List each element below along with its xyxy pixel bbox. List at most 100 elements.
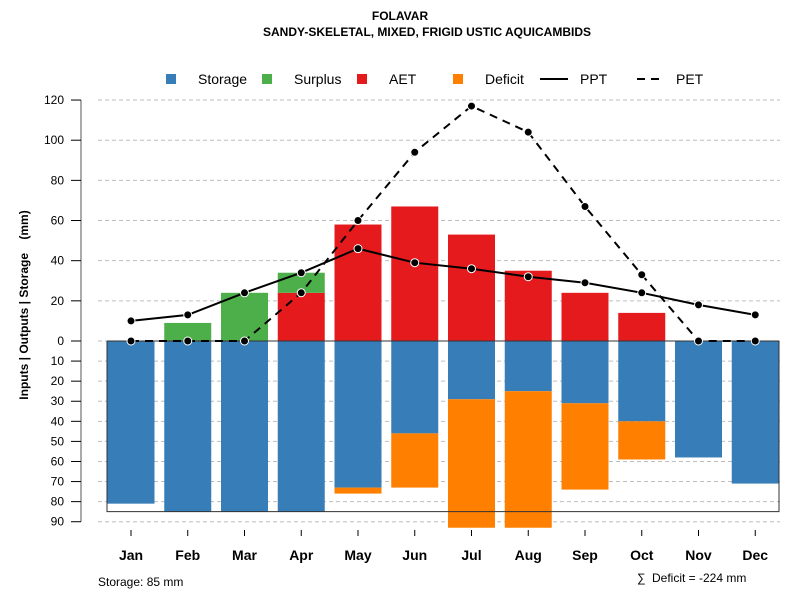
y-tick-label: 0 <box>57 334 64 348</box>
storage-bar <box>107 341 155 504</box>
pet-point <box>750 336 760 346</box>
x-tick-label: Jan <box>119 547 143 563</box>
y-tick-label: 50 <box>51 434 65 448</box>
storage-bar <box>164 341 212 512</box>
y-tick-label: 70 <box>51 475 65 489</box>
y-tick-label: 100 <box>44 133 64 147</box>
aet-bar <box>334 224 382 341</box>
storage-bar <box>448 341 495 400</box>
aet-bar <box>504 270 552 341</box>
ppt-point <box>750 310 760 320</box>
pet-point <box>353 216 363 226</box>
storage-note: Storage: 85 mm <box>98 575 183 589</box>
storage-capacity-box <box>106 341 780 513</box>
pet-point <box>296 288 306 298</box>
aet-bar <box>561 292 609 341</box>
aet-bar <box>448 234 495 341</box>
legend-aet-label: AET <box>389 71 417 87</box>
pet-point <box>183 336 193 346</box>
x-tick-label: Jun <box>402 547 427 563</box>
pet-point <box>467 101 476 111</box>
y-tick-label: 40 <box>51 254 65 268</box>
x-tick-label: Dec <box>742 547 768 563</box>
legend-storage-swatch <box>166 74 176 84</box>
legend-aet-swatch <box>357 74 367 84</box>
deficit-bar <box>504 391 552 528</box>
pet-point <box>523 127 533 137</box>
ppt-point <box>467 264 476 274</box>
ppt-point <box>296 268 306 278</box>
aet-bar <box>391 206 439 341</box>
legend-storage-label: Storage <box>198 71 247 87</box>
y-tick-label: 80 <box>51 173 65 187</box>
storage-bar <box>391 341 439 434</box>
gridlines <box>98 99 780 523</box>
storage-bar <box>504 341 552 392</box>
surplus-bar <box>221 292 268 341</box>
storage-bar <box>675 341 722 458</box>
x-tick-label: Jul <box>461 547 481 563</box>
legend-surplus-label: Surplus <box>294 71 341 87</box>
ppt-point <box>637 288 647 298</box>
x-axis: Jan Feb Mar Apr May Jun Jul Aug Sep Oct Nov Dec <box>119 530 768 563</box>
storage-bar <box>334 341 382 488</box>
pet-point <box>240 336 249 346</box>
pet-point <box>410 147 420 157</box>
legend-surplus-swatch <box>262 74 272 84</box>
deficit-bar <box>391 433 439 488</box>
legend: Storage Surplus AET Deficit PPT PET <box>166 71 704 87</box>
y-tick-label: 80 <box>51 495 65 509</box>
ppt-point <box>410 258 420 268</box>
ppt-point <box>183 310 193 320</box>
pet-line <box>131 104 756 342</box>
x-tick-label: Oct <box>630 547 654 563</box>
legend-ppt-label: PPT <box>580 71 608 87</box>
ppt-point <box>523 272 533 282</box>
deficit-bar <box>561 403 609 490</box>
aet-bar <box>618 312 666 341</box>
y-tick-label: 90 <box>51 515 65 529</box>
y-tick-label: 60 <box>51 214 65 228</box>
x-tick-label: Aug <box>515 547 542 563</box>
deficit-bar <box>334 487 382 494</box>
ppt-point <box>580 278 590 288</box>
x-tick-label: May <box>344 547 371 563</box>
pet-point <box>580 201 590 211</box>
ppt-line <box>130 247 756 322</box>
y-tick-label: 30 <box>51 394 65 408</box>
y-tick-label: 40 <box>51 414 65 428</box>
chart-subtitle: SANDY-SKELETAL, MIXED, FRIGID USTIC AQUI… <box>263 25 591 39</box>
aet-bar <box>277 292 325 341</box>
bars <box>107 206 779 528</box>
y-axis: 0 20 40 60 80 100 120 10 20 30 40 50 60 70 80 90 <box>44 93 82 529</box>
y-axis-title: Inputs | Outputs | Storage (mm) <box>17 210 31 399</box>
x-tick-label: Nov <box>685 547 712 563</box>
sigma-icon: ∑ <box>637 571 646 585</box>
legend-deficit-label: Deficit <box>485 71 524 87</box>
storage-bar <box>561 341 609 404</box>
pet-point <box>637 270 647 280</box>
lines <box>126 101 760 346</box>
x-tick-label: Apr <box>289 547 314 563</box>
storage-bar <box>221 341 268 512</box>
ppt-point <box>240 288 249 298</box>
deficit-bar <box>618 421 666 460</box>
pet-point <box>694 336 703 346</box>
y-tick-label: 60 <box>51 454 65 468</box>
y-tick-label: 20 <box>51 294 65 308</box>
deficit-bar <box>448 399 495 528</box>
x-tick-label: Mar <box>232 547 257 563</box>
ppt-point <box>694 300 703 310</box>
storage-bar <box>277 341 325 512</box>
x-tick-label: Feb <box>175 547 200 563</box>
legend-deficit-swatch <box>453 74 463 84</box>
chart-title: FOLAVAR <box>372 9 429 23</box>
storage-bar <box>618 341 666 422</box>
x-tick-label: Sep <box>572 547 598 563</box>
y-tick-label: 10 <box>51 354 65 368</box>
deficit-note: Deficit = -224 mm <box>652 571 746 585</box>
ppt-point <box>353 244 363 254</box>
ppt-point <box>126 316 136 326</box>
y-tick-label: 20 <box>51 374 65 388</box>
